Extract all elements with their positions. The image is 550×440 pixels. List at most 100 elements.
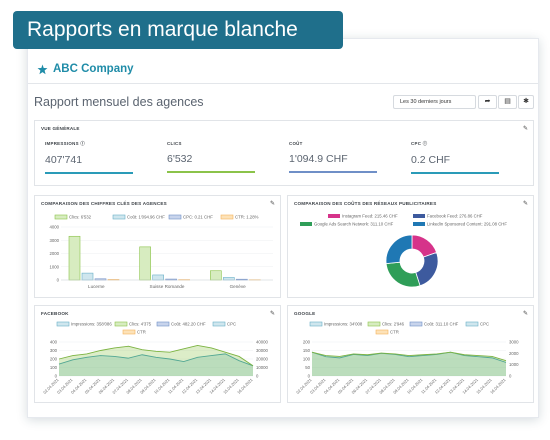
document-icon: ▤ — [504, 98, 511, 105]
share-icon: ➦ — [484, 98, 491, 105]
kpi-label: COÛT — [289, 141, 303, 146]
kpi-underline — [289, 171, 377, 173]
kpi-impressions: IMPRESSIONS ⓘ 407'741 — [45, 141, 133, 174]
legend-label: Coût: 1'094.96 CHF — [127, 215, 165, 220]
legend-swatch — [409, 321, 423, 327]
kpi-clicks: CLICS 6'532 — [167, 141, 255, 173]
series-line — [311, 351, 507, 362]
legend-label: CTR — [137, 330, 146, 335]
pie-slice — [385, 234, 413, 265]
bar — [81, 272, 94, 281]
legend-swatch — [56, 321, 70, 327]
google-chart: Impressions: 34'008 Clics: 2'946 Coût: 311… — [295, 321, 519, 395]
legend-label: CPC: 0.21 CHF — [183, 215, 213, 220]
kpi-label: CLICS — [167, 141, 182, 146]
y2-tick-label: 30000 — [256, 348, 269, 353]
y2-tick-label: 40000 — [256, 340, 269, 345]
legend-label: CTR — [390, 330, 399, 335]
bar — [223, 277, 235, 281]
kpi-value: 0.2 CHF — [411, 154, 451, 166]
x-tick-label: 16.04.2021 — [489, 377, 507, 395]
pie-slice — [415, 251, 439, 287]
pdf-button[interactable]: ▤ — [498, 95, 517, 109]
kpi-value: 6'532 — [167, 153, 193, 165]
facebook-title: FACEBOOK — [41, 311, 69, 316]
legend-swatch — [112, 214, 126, 220]
y-tick-label: 4000 — [49, 225, 59, 230]
kpi-value: 1'094.9 CHF — [289, 153, 348, 165]
header-divider — [28, 83, 538, 84]
kpi-label: IMPRESSIONS ⓘ — [45, 141, 86, 146]
star-icon — [37, 64, 48, 74]
kpi-underline — [167, 171, 255, 173]
legend-swatch — [309, 321, 323, 327]
y-tick-label: 200 — [50, 357, 58, 362]
edit-pencil-icon[interactable]: ✎ — [269, 311, 275, 317]
bar — [152, 274, 164, 281]
y-tick-label: 2000 — [49, 251, 59, 256]
y2-tick-label: 10000 — [256, 365, 269, 370]
report-title: Rapport mensuel des agences — [34, 95, 204, 109]
legend-swatch — [375, 329, 389, 335]
legend-label: CPC — [227, 322, 236, 327]
date-range-select[interactable]: Les 30 derniers jours — [393, 95, 476, 109]
legend-label: Impressions: 358'086 — [71, 322, 112, 327]
key-figures-title: COMPARAISON DES CHIFFRES CLÉS DES AGENCE… — [41, 201, 167, 206]
kpi-underline — [411, 172, 499, 174]
y-tick-label: 200 — [303, 340, 311, 345]
x-tick-label: Genève — [230, 284, 247, 289]
settings-button[interactable]: ✱ — [518, 95, 534, 109]
x-tick-label: 16.04.2021 — [236, 377, 254, 395]
legend-label: CTR: 1.28% — [235, 215, 259, 220]
legend-swatch — [54, 214, 68, 220]
edit-pencil-icon[interactable]: ✎ — [269, 201, 275, 207]
kpi-value: 407'741 — [45, 154, 83, 166]
y-tick-label: 150 — [303, 348, 311, 353]
google-title: GOOGLE — [294, 311, 316, 316]
networks-panel: COMPARAISON DES COÛTS DES RÉSEAUX PUBLIC… — [287, 195, 534, 298]
y2-tick-label: 0 — [256, 374, 259, 379]
legend-label: Facebook Feed: 276.86 CHF — [427, 214, 483, 219]
legend-swatch — [212, 321, 226, 327]
y2-tick-label: 1000 — [509, 362, 519, 367]
y2-tick-label: 3000 — [509, 340, 519, 345]
y-tick-label: 1000 — [49, 264, 59, 269]
legend-label: LinkedIn Sponsored Content: 291.08 CHF — [427, 222, 507, 227]
x-tick-label: Suisse Romande — [150, 284, 185, 289]
y-tick-label: 0 — [55, 374, 58, 379]
legend-label: Impressions: 34'008 — [324, 322, 363, 327]
y-tick-label: 0 — [57, 278, 60, 283]
legend-label: Coût: 311.10 CHF — [424, 322, 459, 327]
google-panel: GOOGLE ✎ Impressions: 34'008 Clics: 2'946… — [287, 305, 534, 403]
series-line — [311, 351, 507, 363]
bar — [210, 270, 222, 281]
networks-title: COMPARAISON DES COÛTS DES RÉSEAUX PUBLIC… — [294, 201, 437, 206]
y-tick-label: 0 — [308, 374, 311, 379]
y-tick-label: 100 — [50, 365, 58, 370]
legend-label: CPC — [480, 322, 489, 327]
series-line — [58, 344, 254, 367]
y-tick-label: 50 — [305, 365, 310, 370]
y-tick-label: 300 — [50, 348, 58, 353]
facebook-panel: FACEBOOK ✎ Impressions: 358'086 Clics: 4'… — [34, 305, 281, 403]
legend-label: Google Ads Search Network: 311.10 CHF — [314, 222, 394, 227]
bar — [139, 246, 151, 281]
kpi-cpc: CPC ⓘ 0.2 CHF — [411, 141, 499, 174]
legend-label: Coût: 482.20 CHF — [171, 322, 206, 327]
y2-tick-label: 20000 — [256, 357, 269, 362]
edit-pencil-icon[interactable]: ✎ — [522, 201, 528, 207]
y2-tick-label: 0 — [509, 374, 512, 379]
kpi-underline — [45, 172, 133, 174]
key-figures-chart: Clics: 6'532 Coût: 1'094.96 CHF CPC: 0.21 … — [49, 214, 273, 289]
edit-pencil-icon[interactable]: ✎ — [522, 311, 528, 317]
edit-pencil-icon[interactable]: ✎ — [522, 126, 528, 132]
share-button[interactable]: ➦ — [478, 95, 497, 109]
legend-swatch — [328, 214, 340, 218]
y-tick-label: 400 — [50, 340, 58, 345]
legend-swatch — [220, 214, 234, 220]
series-line — [58, 353, 254, 367]
kpi-label: CPC ⓘ — [411, 141, 428, 146]
legend-swatch — [367, 321, 381, 327]
legend-swatch — [114, 321, 128, 327]
series-area — [312, 352, 506, 376]
